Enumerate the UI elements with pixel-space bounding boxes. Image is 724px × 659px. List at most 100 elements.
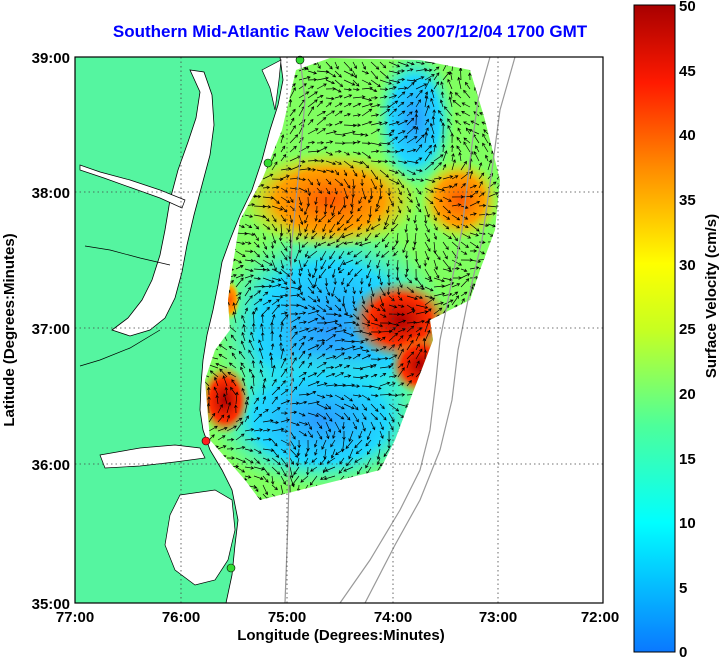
velocity-vector bbox=[386, 259, 390, 267]
velocity-vector bbox=[358, 430, 363, 439]
velocity-vector bbox=[251, 359, 256, 369]
velocity-vector bbox=[325, 355, 337, 360]
velocity-vector bbox=[271, 161, 278, 171]
velocity-vector bbox=[241, 387, 246, 396]
velocity-vector bbox=[381, 232, 390, 243]
velocity-vector bbox=[406, 196, 413, 203]
velocity-vector bbox=[316, 369, 326, 378]
velocity-vector bbox=[361, 349, 370, 353]
velocity-vector bbox=[379, 108, 391, 117]
velocity-vector bbox=[487, 159, 493, 171]
velocity-vector bbox=[365, 439, 372, 447]
velocity-vector bbox=[244, 241, 252, 245]
velocity-vector bbox=[334, 328, 347, 333]
velocity-vector bbox=[253, 241, 260, 248]
velocity-vector bbox=[341, 421, 346, 430]
velocity-vector bbox=[442, 71, 450, 81]
velocity-vector bbox=[262, 299, 272, 306]
velocity-vector bbox=[424, 318, 432, 324]
velocity-vector bbox=[433, 205, 440, 216]
velocity-vector bbox=[375, 205, 381, 212]
velocity-vector bbox=[397, 135, 408, 144]
velocity-vector bbox=[381, 250, 390, 258]
colorbar-tick: 0 bbox=[679, 644, 687, 659]
velocity-vector bbox=[280, 457, 289, 468]
velocity-vector bbox=[343, 79, 356, 86]
velocity-vector bbox=[298, 372, 307, 378]
velocity-vector bbox=[253, 267, 267, 272]
velocity-vector bbox=[331, 268, 336, 279]
velocity-vector bbox=[314, 214, 318, 222]
velocity-vector bbox=[406, 68, 414, 72]
velocity-vector bbox=[313, 439, 318, 448]
velocity-vector bbox=[397, 312, 406, 317]
velocity-vector bbox=[424, 95, 429, 108]
velocity-vector bbox=[318, 268, 327, 279]
velocity-vector bbox=[332, 430, 336, 440]
velocity-vector bbox=[226, 437, 235, 442]
velocity-vector bbox=[241, 377, 246, 387]
velocity-vector bbox=[352, 70, 357, 79]
velocity-vector bbox=[424, 91, 429, 99]
velocity-vector bbox=[406, 351, 415, 360]
velocity-vector bbox=[325, 304, 333, 311]
velocity-vector bbox=[227, 372, 237, 378]
velocity-vector bbox=[379, 430, 384, 439]
velocity-vector bbox=[288, 98, 293, 108]
velocity-vector bbox=[379, 169, 390, 178]
velocity-vector bbox=[289, 439, 297, 450]
x-tick-label: 73:00 bbox=[479, 609, 517, 626]
velocity-vector bbox=[424, 250, 430, 261]
velocity-vector bbox=[271, 364, 276, 378]
velocity-vector bbox=[424, 74, 435, 81]
velocity-vector bbox=[433, 196, 443, 202]
velocity-vector bbox=[312, 268, 318, 279]
velocity-vector bbox=[228, 362, 237, 369]
colorbar-tick: 50 bbox=[679, 0, 696, 15]
velocity-vector bbox=[341, 277, 345, 286]
velocity-vector bbox=[251, 322, 256, 333]
velocity-vector bbox=[379, 178, 383, 189]
velocity-vector bbox=[298, 241, 302, 254]
velocity-vector bbox=[361, 97, 373, 102]
velocity-vector bbox=[334, 61, 339, 70]
velocity-vector bbox=[415, 295, 423, 300]
velocity-vector bbox=[406, 125, 417, 135]
velocity-vector bbox=[370, 103, 381, 108]
velocity-vector bbox=[240, 362, 246, 369]
york-river bbox=[84, 245, 171, 266]
albemarle-sound bbox=[99, 444, 206, 469]
velocity-vector bbox=[405, 232, 410, 244]
velocity-vector bbox=[271, 185, 280, 190]
velocity-vector bbox=[235, 457, 247, 463]
velocity-vector bbox=[406, 178, 416, 182]
velocity-vector bbox=[352, 329, 364, 333]
velocity-vector bbox=[433, 301, 444, 306]
velocity-vector bbox=[307, 85, 315, 90]
velocity-vector bbox=[352, 346, 364, 351]
velocity-vector bbox=[343, 187, 349, 200]
velocity-vector bbox=[307, 286, 315, 295]
velocity-vector bbox=[397, 319, 407, 324]
velocity-vector bbox=[352, 421, 357, 430]
velocity-vector bbox=[361, 394, 371, 401]
velocity-vector bbox=[343, 169, 348, 177]
velocity-vector bbox=[271, 214, 277, 223]
velocity-vector bbox=[307, 168, 317, 172]
velocity-vector bbox=[352, 178, 356, 190]
velocity-vector bbox=[280, 314, 289, 324]
velocity-vector bbox=[379, 346, 387, 351]
velocity-vector bbox=[352, 113, 361, 117]
velocity-vector bbox=[338, 250, 345, 260]
velocity-vector bbox=[289, 312, 299, 316]
velocity-vector bbox=[358, 196, 363, 205]
velocity-vector bbox=[304, 214, 309, 224]
velocity-vector bbox=[469, 249, 478, 253]
velocity-vector bbox=[244, 466, 255, 470]
velocity-vector bbox=[325, 345, 333, 351]
velocity-vector bbox=[253, 298, 263, 306]
velocity-vector bbox=[433, 143, 437, 153]
velocity-vector bbox=[271, 427, 285, 432]
velocity-vector bbox=[342, 259, 354, 265]
velocity-vector bbox=[388, 100, 399, 108]
